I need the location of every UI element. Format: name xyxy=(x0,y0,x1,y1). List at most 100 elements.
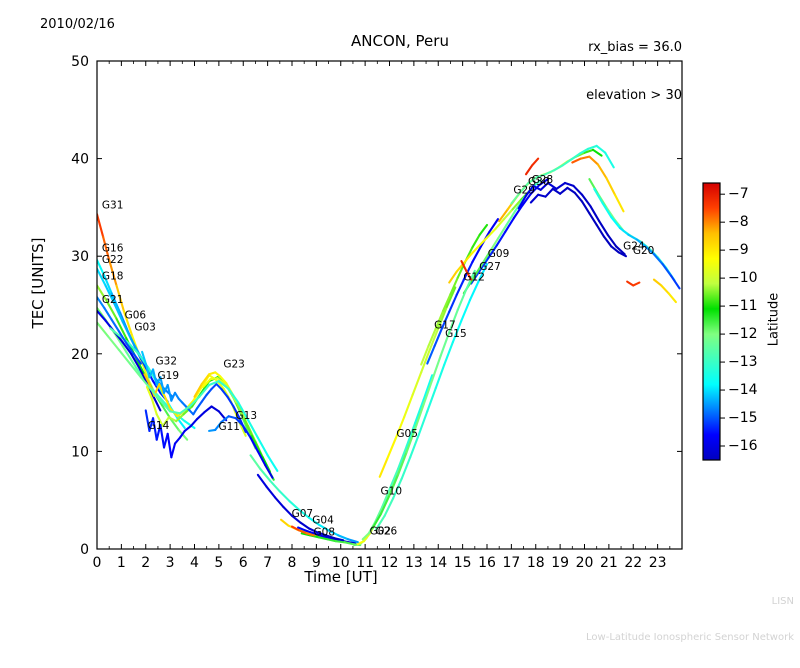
x-tick-label: 15 xyxy=(454,555,472,571)
series-s-frag-teal-left xyxy=(97,296,142,365)
tec-plot-figure: 2010/02/16 rx_bias = 36.0 elevation > 30… xyxy=(29,17,794,643)
series-s-peak-blue xyxy=(529,186,627,258)
series-s-early-green xyxy=(97,321,279,472)
colorbar-tick-label: −7 xyxy=(728,186,749,202)
x-tick-label: 21 xyxy=(600,555,618,571)
x-tick-label: 18 xyxy=(527,555,545,571)
series-G12 xyxy=(448,189,531,284)
colorbar-tick-label: −13 xyxy=(728,354,758,370)
series-label-G13: G13 xyxy=(236,410,258,422)
x-tick-label: 10 xyxy=(332,555,350,571)
x-tick-label: 12 xyxy=(381,555,399,571)
axes-layer: 0 1 2 3 4 5 6 7 8 9 10 11 12 13 14 15 16 17 18 19 20 21 22 2301… xyxy=(71,54,683,571)
y-tick-label: 0 xyxy=(80,542,89,558)
x-tick-label: 3 xyxy=(166,555,175,571)
series-label-G16: G16 xyxy=(102,242,124,254)
series-s-early-cyan xyxy=(141,350,247,433)
y-tick-label: 30 xyxy=(71,249,89,265)
y-tick-label: 50 xyxy=(71,54,89,70)
rx-bias-text: rx_bias = 36.0 xyxy=(588,40,682,55)
series-label-G05: G05 xyxy=(396,428,418,440)
x-tick-label: 19 xyxy=(551,555,569,571)
series-label-G30: G30 xyxy=(528,176,550,188)
x-tick-label: 2 xyxy=(141,555,150,571)
colorbar: −7 −8 −9 −10 −11 −12 −13 −14 −15 −16 xyxy=(702,182,758,461)
colorbar-tick-label: −9 xyxy=(728,242,749,258)
series-label-G08: G08 xyxy=(314,526,336,538)
series-G20 xyxy=(593,187,681,290)
x-tick-label: 22 xyxy=(624,555,642,571)
x-tick-label: 11 xyxy=(356,555,374,571)
series-label-G10: G10 xyxy=(381,485,403,497)
y-tick-label: 20 xyxy=(71,347,89,363)
series-label-G07: G07 xyxy=(292,508,314,520)
x-tick-label: 1 xyxy=(117,555,126,571)
x-axis-label: Time [UT] xyxy=(304,568,378,586)
y-tick-label: 10 xyxy=(71,444,89,460)
series-label-G14: G14 xyxy=(148,420,170,432)
x-tick-label: 4 xyxy=(190,555,199,571)
series-G05 xyxy=(378,286,457,478)
series-s-rise-green2 xyxy=(375,262,489,531)
series-label-G32: G32 xyxy=(156,356,178,368)
plot-canvas: 0 1 2 3 4 5 6 7 8 9 10 11 12 13 14 15 16 17 18 19 20 21 22 2301… xyxy=(71,54,758,571)
series-label-G06: G06 xyxy=(125,310,147,322)
series-G09 xyxy=(470,178,549,285)
colorbar-tick-label: −11 xyxy=(728,298,758,314)
x-tick-label: 13 xyxy=(405,555,423,571)
colorbar-gradient xyxy=(702,182,721,461)
series-label-G04: G04 xyxy=(312,515,334,527)
series-label-G09: G09 xyxy=(488,248,510,260)
colorbar-tick-label: −15 xyxy=(728,410,758,426)
x-tick-label: 17 xyxy=(502,555,520,571)
x-tick-label: 9 xyxy=(312,555,321,571)
series-label-G18: G18 xyxy=(102,271,124,283)
colorbar-tick-label: −8 xyxy=(728,214,749,230)
series-label-G15: G15 xyxy=(445,328,467,340)
colorbar-tick-label: −14 xyxy=(728,382,758,398)
series-s-frag-red-low xyxy=(290,525,315,537)
x-tick-label: 8 xyxy=(288,555,297,571)
series-label-G20: G20 xyxy=(633,245,655,257)
series-s-frag-red-right xyxy=(626,280,641,287)
series-label-G22: G22 xyxy=(102,254,124,266)
series-G15 xyxy=(426,218,500,365)
series-G28 xyxy=(517,181,626,256)
series-label-G27: G27 xyxy=(479,261,501,273)
series-label-G24: G24 xyxy=(623,240,645,252)
series-G10 xyxy=(361,374,434,541)
series-label-G17: G17 xyxy=(434,319,456,331)
series-G30 xyxy=(510,144,615,205)
elevation-text: elevation > 30 xyxy=(586,88,682,103)
series-label-G03: G03 xyxy=(134,321,156,333)
plot-title: ANCON, Peru xyxy=(351,32,449,50)
series-G17 xyxy=(420,223,489,366)
x-tick-label: 14 xyxy=(429,555,447,571)
watermark-name: Low-Latitude Ionospheric Sensor Network xyxy=(586,632,794,643)
colorbar-tick-label: −10 xyxy=(728,270,758,286)
series-label-G28: G28 xyxy=(532,174,554,186)
series-label-G11: G11 xyxy=(218,421,240,433)
series-label-G21: G21 xyxy=(102,294,124,306)
x-tick-label: 23 xyxy=(649,555,667,571)
x-tick-label: 16 xyxy=(478,555,496,571)
x-tick-label: 7 xyxy=(263,555,272,571)
y-tick-label: 40 xyxy=(71,152,89,168)
x-tick-label: 5 xyxy=(214,555,223,571)
series-G14 xyxy=(144,405,228,459)
x-tick-label: 0 xyxy=(93,555,102,571)
series-s-rise-green xyxy=(371,269,476,530)
x-tick-label: 6 xyxy=(239,555,248,571)
series-label-G12: G12 xyxy=(463,272,485,284)
series-label-G26: G26 xyxy=(376,525,398,537)
series-label-G31: G31 xyxy=(102,199,124,211)
series-label-G23: G23 xyxy=(223,358,245,370)
series-s-frag-orange-right xyxy=(652,278,677,304)
series-s-late-red-frag xyxy=(524,157,540,176)
colorbar-tick-label: −16 xyxy=(728,438,758,454)
series-s-mid-blue xyxy=(256,473,345,542)
series-label-G29: G29 xyxy=(513,185,535,197)
x-tick-label: 20 xyxy=(576,555,594,571)
series-s-late-orange xyxy=(571,155,625,213)
